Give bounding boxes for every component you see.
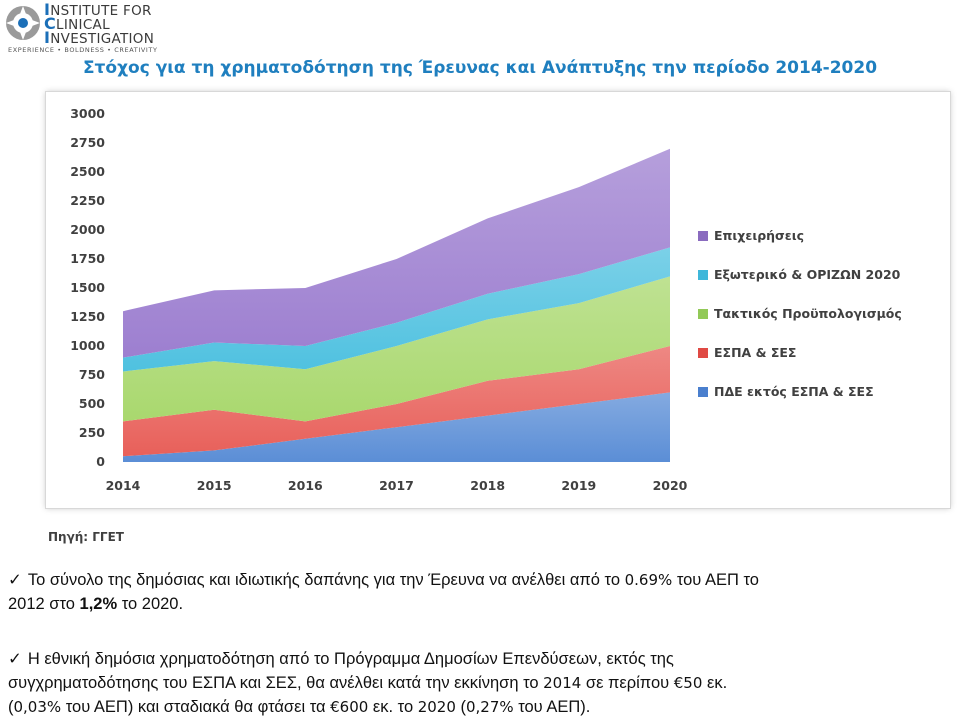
y-tick-label: 1750 (70, 251, 105, 266)
x-tick-label: 2018 (470, 478, 505, 493)
logo-line-2: CLINICAL (44, 14, 110, 33)
chart-source: Πηγή: ΓΓΕΤ (48, 530, 124, 544)
bullet-2-pct-end: 0,27% (465, 698, 514, 716)
x-tick-label: 2015 (197, 478, 232, 493)
logo-tagline: EXPERIENCE • BOLDNESS • CREATIVITY (8, 46, 158, 54)
bullet-1-number: 0.69% (624, 571, 673, 589)
legend-label: ΠΔΕ εκτός ΕΣΠΑ & ΣΕΣ (714, 384, 874, 399)
bullet-2-line-2: συγχρηματοδότησης του ΕΣΠΑ και ΣΕΣ, θα α… (8, 671, 727, 695)
logo-line-3: INVESTIGATION (44, 28, 155, 47)
x-tick-label: 2019 (561, 478, 596, 493)
y-tick-label: 1250 (70, 309, 105, 324)
bullet-1-text-c: 2012 στο (8, 595, 80, 613)
legend-swatch (698, 348, 708, 358)
y-tick-label: 250 (79, 425, 105, 440)
bullet-2-year-end: 2020 (417, 698, 456, 716)
bullet-2-text-b: συγχρηματοδότησης του ΕΣΠΑ και ΣΕΣ, θα α… (8, 674, 544, 692)
bullet-1-text-d: το 2020. (117, 595, 184, 613)
legend-swatch (698, 309, 708, 319)
y-tick-label: 1000 (70, 338, 105, 353)
checkmark-icon: ✓ (8, 649, 22, 668)
bullet-2-year: 2014 (543, 674, 582, 692)
institute-logo: INSTITUTE FOR CLINICAL INVESTIGATION EXP… (4, 2, 174, 56)
bullet-1-line-2: 2012 στο 1,2% το 2020. (8, 592, 759, 616)
legend-label: Εξωτερικό & ΟΡΙΖΩΝ 2020 (714, 267, 901, 282)
bullet-2-amount-end: €600 (330, 698, 369, 716)
x-tick-label: 2016 (288, 478, 323, 493)
bullet-2-amount-start: €50 (673, 674, 703, 692)
legend-label: ΕΣΠΑ & ΣΕΣ (714, 345, 796, 360)
y-tick-label: 3000 (70, 106, 105, 121)
bullet-2-text-c: σε περίπου (581, 674, 674, 692)
checkmark-icon: ✓ (8, 570, 22, 589)
legend-swatch (698, 270, 708, 280)
legend-swatch (698, 387, 708, 397)
area-series-1 (123, 346, 670, 457)
area-series-2 (123, 276, 670, 422)
bullet-2-line-1: ✓ Η εθνική δημόσια χρηματοδότηση από το Π… (8, 647, 727, 671)
logo-line-1: INSTITUTE FOR (44, 0, 152, 19)
chart-frame: 0 250 500 750 1000 1250 1500 1750 2000 2250 2500 27… (46, 92, 950, 508)
bullet-2-text-g: εκ. το (368, 698, 418, 716)
legend-label: Τακτικός Προϋπολογισμός (714, 306, 902, 321)
bullet-1-bold-value: 1,2% (79, 595, 118, 613)
y-tick-label: 2500 (70, 164, 105, 179)
bullet-2-text-d: εκ. (702, 674, 728, 692)
x-tick-label: 2017 (379, 478, 414, 493)
bullet-2-text-i: του ΑΕΠ). (513, 698, 591, 716)
bullet-1-text-b: του ΑΕΠ το (672, 571, 759, 589)
bullet-2-text-a: Η εθνική δημόσια χρηματοδότηση από το Πρ… (27, 650, 674, 668)
x-tick-label: 2014 (106, 478, 141, 493)
x-tick-label: 2020 (653, 478, 688, 493)
bullet-2-text-h: ( (455, 698, 466, 716)
chart-title: Στόχος για τη χρηματοδότηση της Έρευνας … (82, 58, 878, 78)
bullet-1-text-a: Το σύνολο της δημόσιας και ιδιωτικής δαπ… (27, 571, 625, 589)
legend-swatch (698, 231, 708, 241)
legend-label: Επιχειρήσεις (714, 228, 804, 243)
bullet-2-text-f: του ΑΕΠ) και σταδιακά θα φτάσει τα (61, 698, 331, 716)
bullet-point-2: ✓ Η εθνική δημόσια χρηματοδότηση από το Π… (8, 647, 727, 719)
y-tick-label: 0 (96, 454, 105, 469)
y-tick-label: 500 (79, 396, 105, 411)
bullet-point-1: ✓ Το σύνολο της δημόσιας και ιδιωτικής δα… (8, 568, 759, 616)
logo-emblem-icon (6, 6, 40, 40)
stacked-area-chart: 0 250 500 750 1000 1250 1500 1750 2000 2250 2500 27… (70, 106, 902, 493)
y-tick-label: 2750 (70, 135, 105, 150)
y-tick-label: 2000 (70, 222, 105, 237)
area-series-3 (123, 247, 670, 372)
y-tick-label: 750 (79, 367, 105, 382)
bullet-1-line-1: ✓ Το σύνολο της δημόσιας και ιδιωτικής δα… (8, 568, 759, 592)
y-tick-label: 1500 (70, 280, 105, 295)
y-tick-label: 2250 (70, 193, 105, 208)
bullet-2-text-e: ( (8, 698, 14, 716)
bullet-2-line-3: (0,03% του ΑΕΠ) και σταδιακά θα φτάσει τ… (8, 695, 727, 719)
area-series-4 (123, 148, 670, 358)
bullet-2-pct-start: 0,03% (13, 698, 62, 716)
